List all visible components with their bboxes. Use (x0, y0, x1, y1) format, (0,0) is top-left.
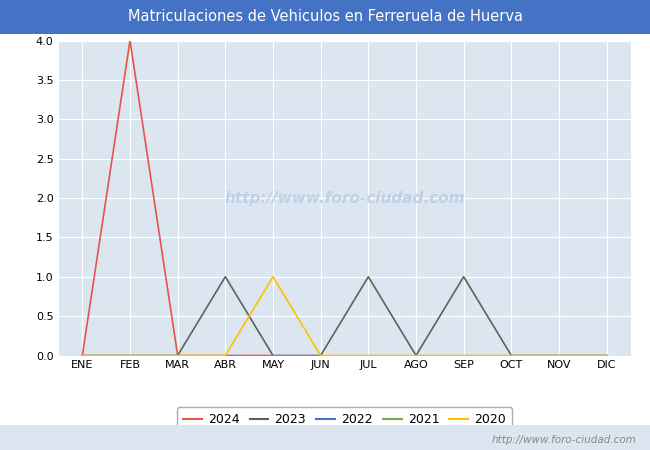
Text: Matriculaciones de Vehiculos en Ferreruela de Huerva: Matriculaciones de Vehiculos en Ferrerue… (127, 9, 523, 24)
Text: http://www.foro-ciudad.com: http://www.foro-ciudad.com (492, 435, 637, 445)
Text: http://www.foro-ciudad.com: http://www.foro-ciudad.com (224, 190, 465, 206)
Legend: 2024, 2023, 2022, 2021, 2020: 2024, 2023, 2022, 2021, 2020 (177, 407, 512, 433)
